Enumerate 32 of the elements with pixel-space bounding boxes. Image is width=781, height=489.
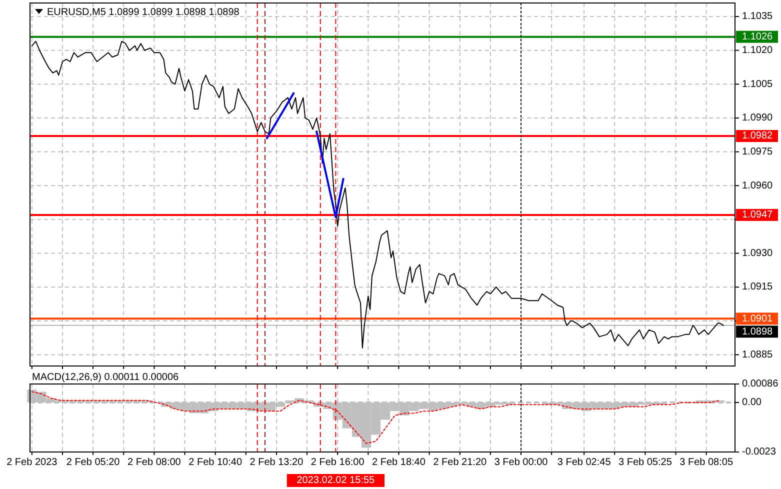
ref-line-label: 1.0982 — [742, 130, 774, 142]
ref-line-label: 1.0947 — [742, 210, 774, 221]
ref-line-label: 2023.02.02 15:55 — [296, 475, 376, 486]
y-tick-label: 1.0930 — [742, 248, 774, 259]
x-tick-label: 2 Feb 18:40 — [372, 457, 426, 468]
x-tick-label: 3 Feb 02:45 — [557, 457, 612, 468]
x-tick-label: 3 Feb 00:00 — [494, 457, 548, 468]
x-tick-label: 2 Feb 21:20 — [433, 457, 488, 468]
x-tick-label: 2 Feb 05:20 — [66, 457, 120, 468]
x-tick-label: 2 Feb 16:00 — [310, 457, 365, 468]
y-tick-label: 1.1035 — [742, 11, 774, 22]
x-tick-label: 3 Feb 05:25 — [618, 457, 672, 468]
ref-line-label: 1.1026 — [742, 31, 774, 42]
x-tick-label: 2 Feb 08:00 — [128, 457, 182, 468]
y-tick-label: 1.1005 — [742, 78, 774, 90]
x-tick-label: 2 Feb 10:40 — [188, 457, 242, 468]
ref-line-label: 1.0901 — [742, 313, 774, 324]
x-tick-label: 2 Feb 2023 — [6, 457, 58, 468]
y-tick-label: 1.0960 — [742, 180, 774, 192]
y-tick-label: 1.0885 — [742, 349, 774, 360]
y-tick-label: 0.00 — [742, 397, 762, 408]
y-tick-label: 1.0915 — [742, 282, 774, 293]
y-tick-label: 0.00086 — [742, 378, 779, 390]
chart-title: EURUSD,M5 1.0899 1.0899 1.0898 1.0898 — [47, 7, 240, 18]
x-tick-label: 2 Feb 13:20 — [250, 457, 304, 468]
y-tick-label: -0.0023 — [742, 446, 776, 458]
ref-line-label: 1.0898 — [742, 326, 774, 338]
y-tick-label: 1.0990 — [742, 112, 774, 124]
y-tick-label: 1.1020 — [742, 44, 774, 56]
chart-title: MACD(12,26,9) 0.00011 0.00006 — [32, 372, 180, 383]
y-tick-label: 1.0975 — [742, 146, 774, 158]
x-tick-label: 3 Feb 08:05 — [680, 457, 734, 468]
